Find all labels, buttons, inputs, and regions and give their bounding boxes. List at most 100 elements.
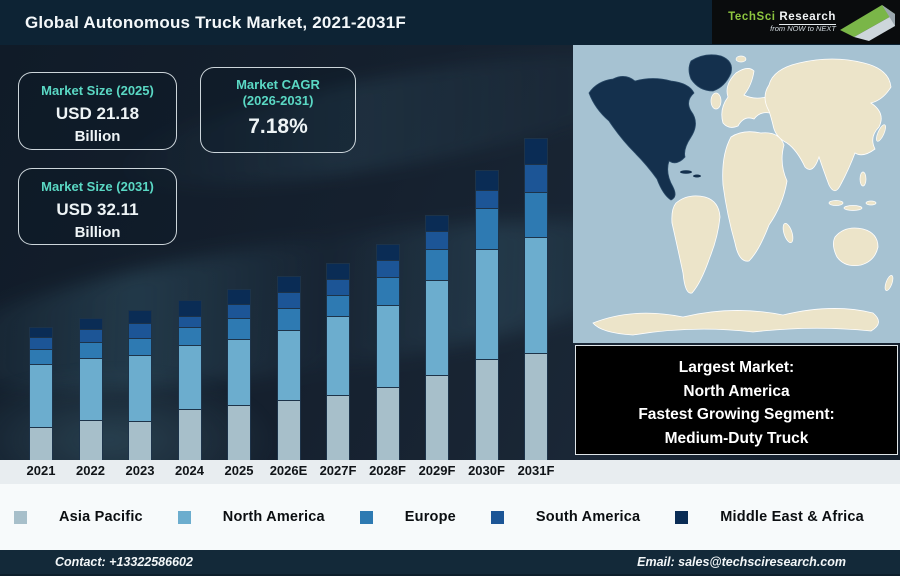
bar-segment-middle-east-africa	[326, 263, 350, 279]
bar-segment-asia-pacific	[276, 400, 301, 460]
bar-segment-europe	[177, 327, 202, 345]
bar-segment-south-america	[276, 292, 301, 308]
bar-segment-europe	[326, 295, 350, 316]
axis-label-2024: 2024	[175, 463, 204, 478]
map-region-indonesia	[843, 205, 863, 211]
callout-line-largest-market-value: North America	[683, 382, 790, 400]
map-region-new-zealand	[884, 275, 894, 291]
axis-label-2029f: 2029F	[418, 463, 456, 478]
brand-name-secondary: Research	[779, 10, 836, 25]
legend-swatch-middle-east-africa	[675, 510, 689, 524]
map-region-philippines	[859, 171, 867, 187]
bar-segment-south-america	[128, 323, 152, 338]
legend-item-north-america: North America	[177, 509, 325, 525]
right-panel: Largest Market: North America Fastest Gr…	[573, 45, 900, 460]
brand-logo: TechSci Research from NOW to NEXT	[712, 0, 900, 44]
legend-item-middle-east-africa: Middle East & Africa	[675, 509, 864, 525]
map-region-africa	[722, 131, 788, 262]
bar-segment-asia-pacific	[78, 420, 103, 460]
bar-segment-north-america	[227, 339, 251, 405]
bar-segment-asia-pacific	[29, 427, 53, 460]
axis-label-2031f: 2031F	[517, 463, 555, 478]
map-region-asia	[764, 58, 892, 192]
bar-segment-middle-east-africa	[29, 327, 53, 337]
map-region-australia	[833, 227, 879, 267]
bar-segment-north-america	[128, 355, 152, 421]
bar-segment-asia-pacific	[177, 409, 202, 460]
bar-segment-north-america	[425, 280, 449, 375]
legend-band: Asia Pacific North America Europe South Ame…	[0, 484, 900, 550]
contact-text: Contact: +13322586602	[55, 555, 193, 569]
bar-segment-asia-pacific	[425, 375, 449, 460]
map-region-indonesia	[828, 200, 844, 206]
callout-card: Largest Market: North America Fastest Gr…	[575, 345, 898, 455]
stat-card-market-cagr: Market CAGR (2026-2031) 7.18%	[200, 67, 356, 153]
axis-label-2021: 2021	[26, 463, 56, 478]
stat-card-market-size-2025: Market Size (2025) USD 21.18 Billion	[18, 72, 177, 150]
bar-segment-north-america	[78, 358, 103, 420]
bar-2029f	[425, 215, 449, 460]
legend-swatch-asia-pacific	[14, 510, 27, 524]
legend-swatch-europe	[359, 510, 373, 524]
main-area: Market Size (2025) USD 21.18 Billion Mar…	[0, 45, 900, 460]
bar-2021	[29, 327, 53, 460]
bar-segment-middle-east-africa	[375, 244, 400, 260]
stat-label: Market CAGR	[236, 77, 320, 92]
legend-item-asia-pacific: Asia Pacific	[14, 509, 143, 525]
bar-segment-north-america	[276, 330, 301, 400]
world-map	[573, 45, 900, 343]
bar-segment-europe	[128, 338, 152, 355]
page-title: Global Autonomous Truck Market, 2021-203…	[25, 12, 406, 32]
bar-segment-north-america	[326, 316, 350, 395]
map-region-europe	[721, 68, 772, 128]
bar-segment-europe	[78, 342, 103, 358]
legend: Asia Pacific North America Europe South Ame…	[0, 509, 900, 525]
bar-segment-europe	[29, 349, 53, 364]
legend-label: Asia Pacific	[59, 509, 143, 525]
map-region-caribbean	[680, 170, 692, 174]
bar-segment-asia-pacific	[326, 395, 350, 460]
stat-card-market-size-2031: Market Size (2031) USD 32.11 Billion	[18, 168, 177, 245]
map-region-greenland	[688, 54, 732, 92]
bar-segment-middle-east-africa	[425, 215, 449, 231]
bar-segment-europe	[227, 318, 251, 339]
bar-segment-south-america	[375, 260, 400, 277]
bar-2031f	[524, 138, 548, 460]
brand-logo-text: TechSci Research from NOW to NEXT	[728, 10, 836, 34]
axis-label-2022: 2022	[76, 463, 105, 478]
bar-segment-north-america	[177, 345, 202, 409]
bar-segment-asia-pacific	[524, 353, 548, 460]
bar-segment-south-america	[29, 337, 53, 349]
bar-segment-asia-pacific	[128, 421, 152, 460]
bar-segment-europe	[425, 249, 449, 280]
map-region-iceland	[735, 55, 747, 63]
bar-segment-south-america	[425, 231, 449, 249]
legend-label: North America	[222, 509, 325, 525]
map-region-south-america	[671, 195, 721, 294]
legend-item-south-america: South America	[490, 509, 641, 525]
bar-segment-south-america	[326, 279, 350, 295]
bar-segment-middle-east-africa	[177, 300, 202, 316]
bar-segment-middle-east-africa	[474, 170, 499, 190]
bar-segment-middle-east-africa	[524, 138, 548, 164]
legend-item-europe: Europe	[359, 509, 456, 525]
bar-2022	[78, 318, 103, 460]
stat-value: USD 21.18	[55, 104, 140, 123]
axis-label-2026e: 2026E	[269, 463, 308, 478]
stat-unit: Billion	[74, 224, 121, 241]
legend-label: South America	[535, 509, 641, 525]
bar-segment-europe	[524, 192, 548, 237]
stat-label-years: (2026-2031)	[242, 93, 314, 108]
bar-2023	[128, 310, 152, 460]
stat-unit: Billion	[74, 128, 121, 145]
legend-label: Europe	[404, 509, 456, 525]
bar-segment-south-america	[227, 304, 251, 318]
bar-segment-europe	[276, 308, 301, 330]
footer: Contact: +13322586602 Email: sales@techs…	[0, 550, 900, 576]
stat-value: USD 32.11	[56, 200, 139, 219]
chart-area	[0, 45, 573, 460]
axis-label-2027f: 2027F	[319, 463, 357, 478]
map-region-caribbean	[693, 174, 701, 178]
bar-segment-north-america	[29, 364, 53, 427]
bar-segment-north-america	[375, 305, 400, 387]
